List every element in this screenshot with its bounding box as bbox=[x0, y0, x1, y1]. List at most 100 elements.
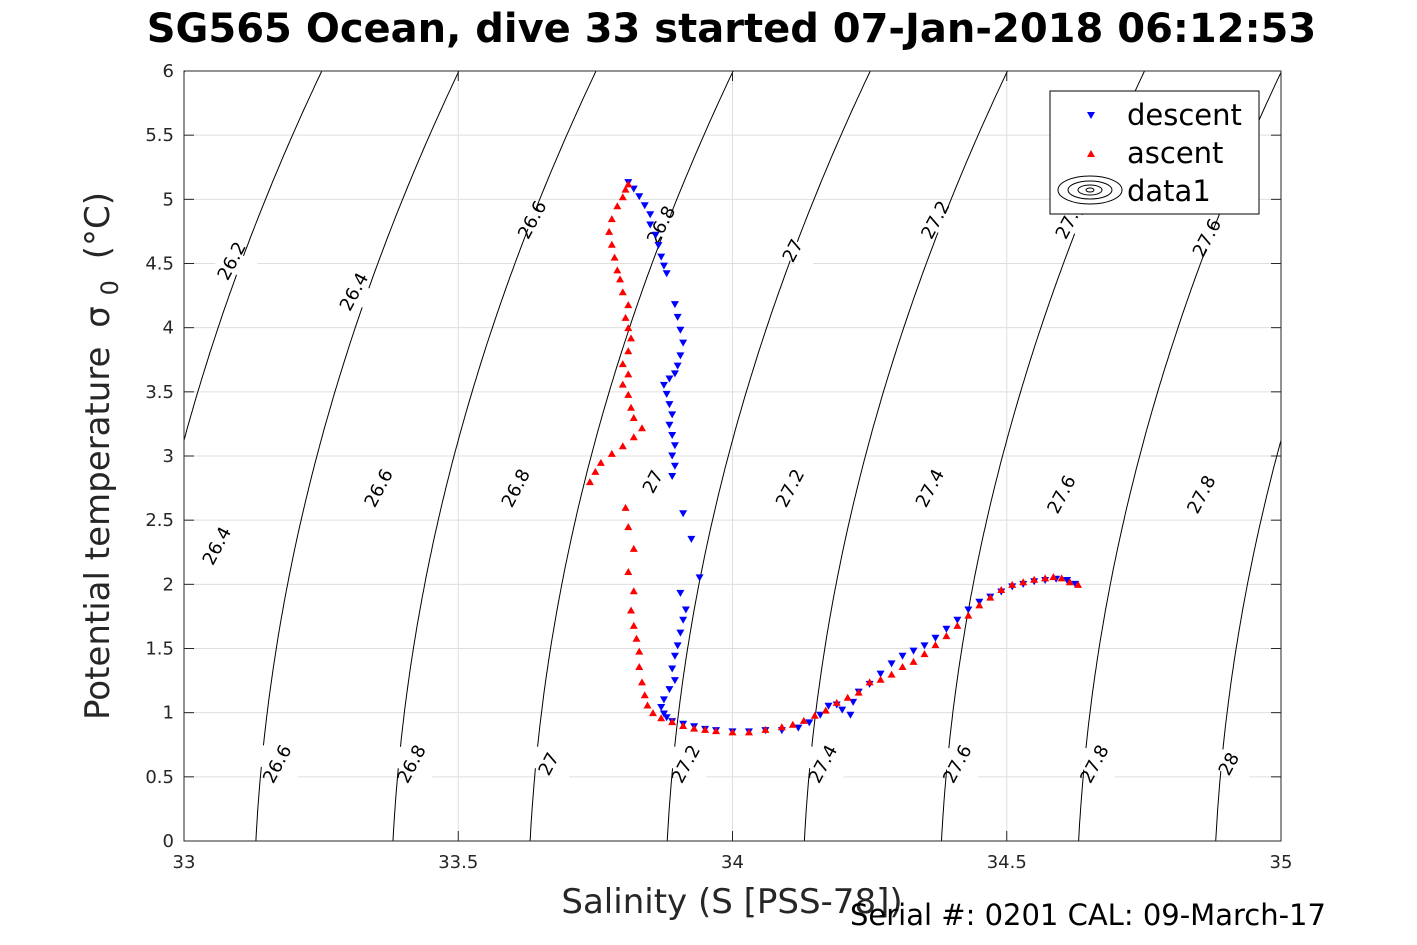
descent-point bbox=[679, 339, 688, 347]
serial-cal-note: Serial #: 0201 CAL: 09-March-17 bbox=[850, 898, 1326, 932]
descent-point bbox=[876, 670, 885, 678]
descent-point bbox=[805, 719, 814, 727]
descent-point bbox=[657, 253, 666, 261]
descent-point bbox=[662, 270, 671, 278]
ascent-point bbox=[635, 662, 644, 670]
ascent-point bbox=[931, 641, 940, 649]
ascent-point bbox=[986, 593, 995, 601]
isopycnal-27-2 bbox=[666, 71, 871, 841]
ascent-point bbox=[618, 360, 627, 368]
descent-point bbox=[665, 401, 674, 409]
descent-point bbox=[665, 686, 674, 694]
descent-point bbox=[640, 202, 649, 210]
descent-point bbox=[668, 473, 677, 481]
contour-label-bg bbox=[506, 199, 559, 240]
ascent-point bbox=[621, 185, 630, 193]
ascent-point bbox=[627, 606, 636, 614]
ascent-point bbox=[975, 601, 984, 609]
ascent-point bbox=[920, 650, 929, 658]
descent-series bbox=[624, 179, 1080, 736]
descent-point bbox=[670, 677, 679, 685]
descent-point bbox=[670, 370, 679, 378]
ascent-point bbox=[1041, 574, 1050, 582]
descent-point bbox=[920, 642, 929, 650]
x-tick-label: 34.5 bbox=[987, 852, 1027, 873]
contour-label-bg bbox=[205, 240, 258, 282]
ascent-point bbox=[591, 467, 600, 475]
descent-point bbox=[846, 711, 855, 719]
contour-label-bg bbox=[797, 743, 849, 785]
descent-point bbox=[662, 390, 671, 398]
descent-point bbox=[794, 724, 803, 732]
descent-point bbox=[676, 326, 685, 334]
descent-point bbox=[657, 704, 666, 712]
ascent-point bbox=[627, 334, 636, 342]
descent-point bbox=[887, 660, 896, 668]
y-tick-label: 4.5 bbox=[145, 254, 174, 275]
contour-label-bg bbox=[1068, 743, 1121, 785]
descent-point bbox=[681, 606, 690, 614]
ascent-point bbox=[876, 675, 885, 683]
ascent-point bbox=[629, 587, 638, 595]
x-tick-label: 33 bbox=[173, 852, 196, 873]
x-tick-label: 34 bbox=[721, 852, 744, 873]
ascent-point bbox=[843, 693, 852, 701]
contour-label-bg bbox=[659, 743, 712, 785]
y-tick-label: 3 bbox=[163, 446, 174, 467]
ascent-point bbox=[618, 442, 627, 450]
descent-point bbox=[659, 710, 668, 718]
ascent-point bbox=[799, 716, 808, 724]
ascent-point bbox=[613, 266, 622, 274]
ascent-point bbox=[788, 720, 797, 728]
descent-point bbox=[659, 262, 668, 270]
y-tick-label: 3.5 bbox=[145, 382, 174, 403]
ascent-point bbox=[607, 449, 616, 457]
descent-point bbox=[687, 535, 696, 543]
ascent-point bbox=[627, 403, 636, 411]
descent-point bbox=[668, 452, 677, 460]
isopycnal-26-4 bbox=[184, 71, 323, 443]
ascent-point bbox=[632, 634, 641, 642]
ascent-point bbox=[629, 621, 638, 629]
descent-point bbox=[673, 313, 682, 321]
ascent-point bbox=[810, 711, 819, 719]
descent-point bbox=[670, 442, 679, 450]
ascent-point bbox=[624, 370, 633, 378]
ascent-point bbox=[624, 301, 633, 309]
descent-point bbox=[659, 381, 668, 389]
y-tick-label: 0 bbox=[163, 831, 174, 852]
contour-label-bg bbox=[352, 467, 405, 509]
legend-box bbox=[1049, 90, 1260, 215]
ascent-point bbox=[618, 193, 627, 201]
ascent-point bbox=[607, 240, 616, 248]
descent-point bbox=[646, 221, 655, 229]
y-tick-label: 5.5 bbox=[145, 125, 174, 146]
descent-point bbox=[953, 616, 962, 624]
contour-label-bg bbox=[385, 743, 438, 785]
ascent-point bbox=[744, 728, 753, 736]
ascent-series bbox=[585, 180, 1083, 736]
ascent-point bbox=[712, 727, 721, 735]
descent-point bbox=[665, 375, 674, 383]
ascent-point bbox=[821, 706, 830, 714]
ascent-point bbox=[605, 227, 614, 235]
descent-point bbox=[668, 431, 677, 439]
contour-label-bg bbox=[931, 743, 984, 785]
ascent-point bbox=[1030, 575, 1039, 583]
ascent-point bbox=[629, 433, 638, 441]
descent-point bbox=[898, 652, 907, 660]
y-tick-label: 5 bbox=[163, 189, 174, 210]
descent-point bbox=[662, 714, 671, 722]
ascent-point bbox=[640, 691, 649, 699]
descent-point bbox=[676, 352, 685, 360]
ascent-point bbox=[997, 585, 1006, 593]
isopycnal-26-6 bbox=[255, 71, 460, 841]
ascent-point bbox=[635, 647, 644, 655]
descent-point bbox=[679, 510, 688, 518]
x-tick-label: 33.5 bbox=[438, 852, 478, 873]
y-axis-subscript: 0 bbox=[96, 280, 124, 295]
ascent-point bbox=[629, 544, 638, 552]
y-tick-label: 2 bbox=[163, 574, 174, 595]
ascent-point bbox=[761, 725, 770, 733]
legend-contour-label: data1 bbox=[1127, 174, 1211, 208]
